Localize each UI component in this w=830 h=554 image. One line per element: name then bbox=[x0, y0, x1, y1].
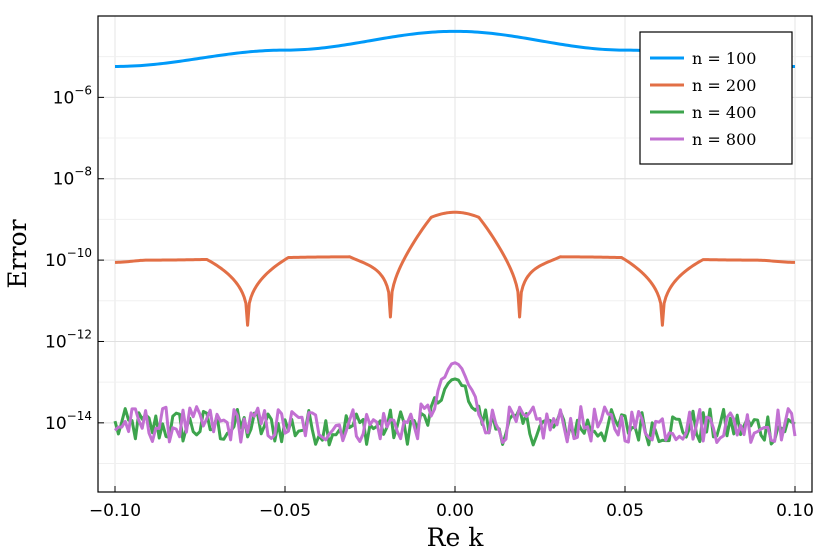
series-line bbox=[113, 361, 797, 445]
y-tick-label: 10−12 bbox=[45, 327, 92, 352]
y-tick-label: 10−8 bbox=[53, 165, 92, 190]
x-tick-label: 0.00 bbox=[436, 501, 474, 521]
legend-label: n = 100 bbox=[692, 49, 756, 68]
legend-box bbox=[639, 31, 793, 165]
x-axis-label: Re k bbox=[427, 523, 485, 552]
legend: n = 100 n = 200 n = 400 n = 800 bbox=[639, 31, 793, 165]
x-tick-label: 0.05 bbox=[606, 501, 644, 521]
x-tick-label: 0.10 bbox=[776, 501, 814, 521]
legend-label: n = 200 bbox=[692, 76, 756, 95]
x-tick-label: −0.05 bbox=[259, 501, 311, 521]
y-tick-label: 10−14 bbox=[45, 409, 92, 434]
legend-label: n = 800 bbox=[692, 130, 756, 149]
y-tick-label: 10−10 bbox=[45, 246, 92, 271]
legend-label: n = 400 bbox=[692, 103, 756, 122]
x-tick-label: −0.10 bbox=[89, 501, 141, 521]
y-axis-label: Error bbox=[3, 219, 32, 288]
axis-ticks: −0.10 −0.05 0.00 0.05 0.10 10−6 10−8 10−10 10−12… bbox=[45, 83, 814, 521]
series-line bbox=[114, 210, 796, 327]
y-tick-label: 10−6 bbox=[53, 83, 92, 108]
